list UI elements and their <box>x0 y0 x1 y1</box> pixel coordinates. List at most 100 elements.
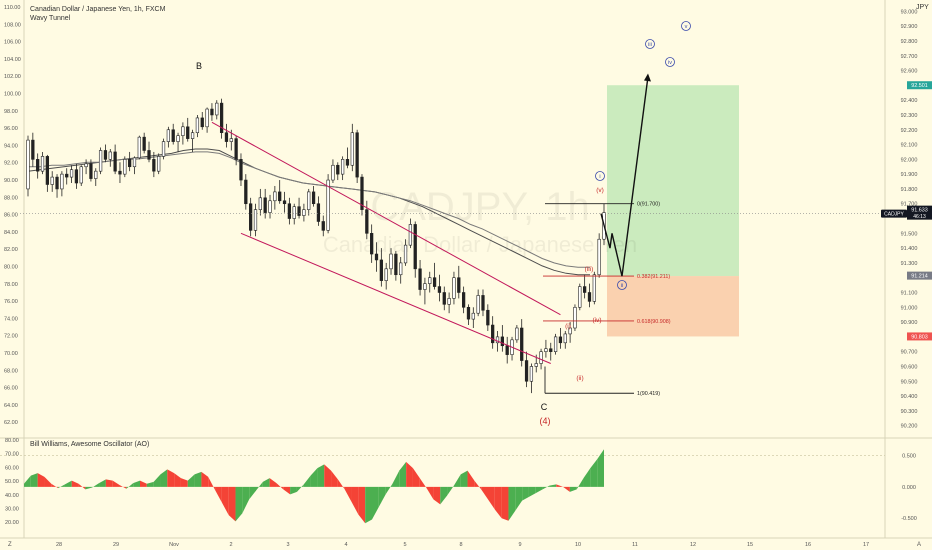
candle <box>69 165 74 184</box>
candle <box>394 251 398 281</box>
ao-bar <box>133 480 140 487</box>
candle-body <box>108 151 112 160</box>
candle-body <box>587 292 592 302</box>
candle-body <box>544 348 548 352</box>
candle <box>384 262 388 290</box>
candle <box>278 180 282 204</box>
candle-body <box>573 306 577 329</box>
wedge-upper-line <box>211 121 561 316</box>
ao-bar <box>481 486 488 500</box>
candle-body <box>268 200 272 213</box>
left-axis-tick: 104.00 <box>4 57 21 63</box>
circled-wave-ring <box>665 57 675 67</box>
drawings <box>0 121 885 456</box>
left-axis-tick: 90.00 <box>4 178 18 184</box>
fib-label: 1(90.419) <box>637 391 660 397</box>
ao-bar <box>433 486 441 505</box>
candle-body <box>549 348 553 352</box>
price-tag: 91.214 <box>907 271 932 280</box>
ao-bar <box>583 468 591 487</box>
ao-left-tick: 30.00 <box>5 507 19 513</box>
ao-bar <box>256 481 263 491</box>
time-axis-tick: 16 <box>805 542 811 548</box>
left-axis-tick: 68.00 <box>4 368 18 374</box>
candle <box>215 100 219 120</box>
left-axis-tick: 100.00 <box>4 92 21 98</box>
candle-body <box>340 159 345 175</box>
indicator-label: Wavy Tunnel <box>30 15 71 22</box>
candle-body <box>234 138 238 160</box>
ao-bar <box>372 486 379 520</box>
watermark-symbol: CADJPY, 1h <box>370 185 589 229</box>
ao-bar <box>460 470 468 487</box>
candle <box>65 168 69 185</box>
left-axis-tick: 108.00 <box>4 22 21 28</box>
candle <box>311 185 316 207</box>
ao-bar <box>208 476 216 491</box>
candle-body <box>157 156 161 172</box>
candle-body <box>186 126 190 139</box>
ao-bar <box>351 486 359 515</box>
candle <box>161 138 166 160</box>
left-axis-tick: 76.00 <box>4 299 18 305</box>
candle-body <box>79 166 83 184</box>
chart-title: Canadian Dollar / Japanese Yen, 1h, FXCM <box>30 6 166 13</box>
ao-bar <box>112 480 120 487</box>
right-axis-tick: 90.900 <box>901 320 918 326</box>
candle <box>123 156 127 178</box>
candle-body <box>553 336 558 352</box>
candle-body <box>408 224 413 246</box>
wave-label-minor: (iii) <box>585 266 594 273</box>
ao-bar <box>187 474 195 487</box>
ao-bar <box>180 478 188 487</box>
candle-body <box>137 136 141 159</box>
candle <box>360 174 364 216</box>
ao-bar <box>556 484 564 487</box>
wave-label-minor: (ii) <box>576 375 583 382</box>
candle-body <box>326 179 330 231</box>
ao-left-tick: 70.00 <box>5 452 19 458</box>
time-axis-tick: 17 <box>863 542 869 548</box>
left-axis-tick: 64.00 <box>4 403 18 409</box>
ao-bar <box>276 483 284 490</box>
right-axis-tick: 91.400 <box>901 246 918 252</box>
candle-body <box>244 179 248 205</box>
ao-bar <box>194 471 202 487</box>
ao-bar <box>337 479 345 490</box>
candle <box>544 339 548 358</box>
candle <box>205 107 209 133</box>
price-tag-box <box>907 271 932 280</box>
candle-body <box>336 164 340 175</box>
candle <box>108 148 112 167</box>
time-axis-tick: 28 <box>56 542 62 548</box>
ao-bar <box>290 486 297 495</box>
candle <box>263 188 267 219</box>
candle <box>418 259 422 296</box>
candle <box>142 132 146 154</box>
candle <box>224 123 229 148</box>
candle-body <box>113 151 117 172</box>
candle <box>186 117 190 142</box>
ao-bar <box>412 468 420 487</box>
ao-bar <box>542 485 550 490</box>
candle-body <box>253 209 258 231</box>
axes: 93.000 92.900 92.800 92.700 92.600 92.400 92.3… <box>4 5 932 548</box>
candle <box>466 304 471 326</box>
candle-body <box>55 176 59 190</box>
candle-body <box>219 102 224 134</box>
right-axis-tick: 90.400 <box>901 394 918 400</box>
candle <box>287 197 292 225</box>
ao-bar <box>64 480 72 487</box>
ao-bar <box>406 461 413 487</box>
ao-bar <box>508 486 516 521</box>
candle <box>486 304 490 331</box>
candle-body <box>418 268 422 290</box>
time-axis-tick: 15 <box>747 542 753 548</box>
candle-body <box>457 277 461 293</box>
candle-body <box>374 253 379 261</box>
ao-bar <box>140 480 147 487</box>
right-axis-tick: 90.500 <box>901 379 918 385</box>
ao-left-tick: 20.00 <box>5 520 19 526</box>
bottom-a-label[interactable]: A <box>917 542 921 548</box>
bottom-z-label[interactable]: Z <box>8 542 12 548</box>
